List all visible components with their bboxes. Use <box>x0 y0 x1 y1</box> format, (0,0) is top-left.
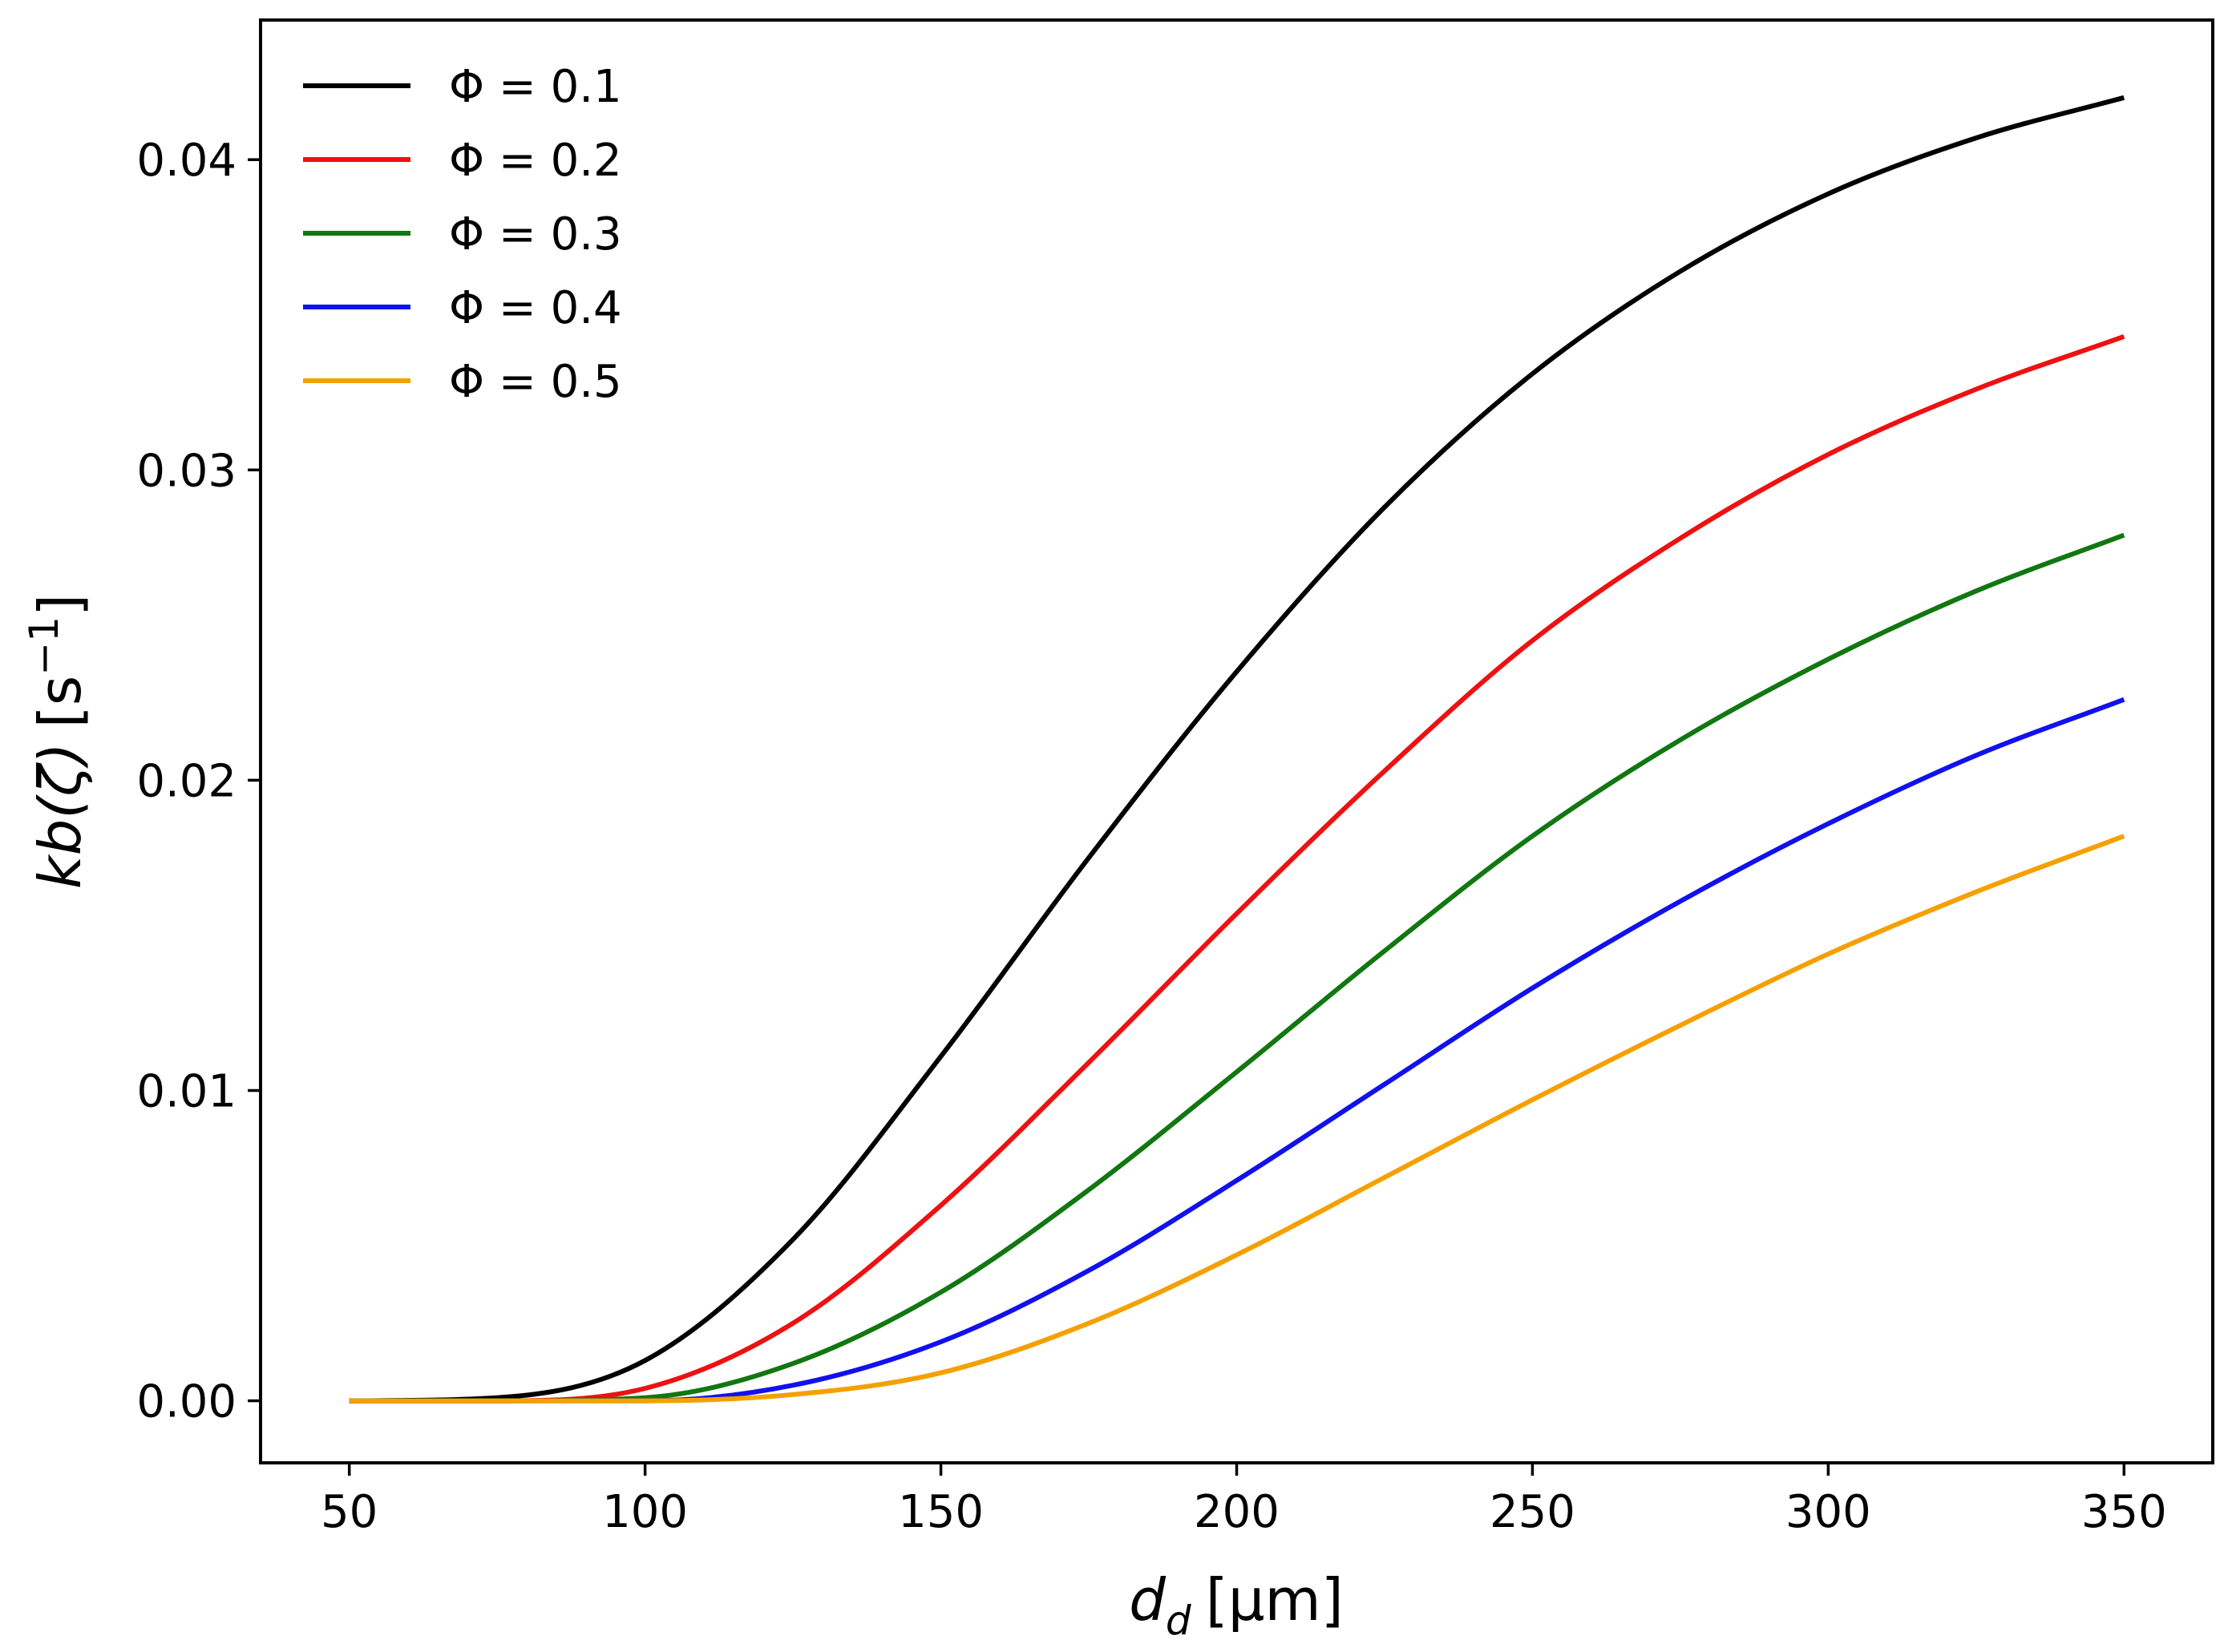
y-tick-label: 0.03 <box>136 445 237 497</box>
y-tick-label: 0.00 <box>136 1376 237 1428</box>
y-axis-title: kb(ζ)[s−1] <box>21 594 94 889</box>
x-tick-label: 350 <box>2081 1486 2167 1538</box>
legend-label-5: Φ = 0.5 <box>449 356 622 408</box>
series-line-2 <box>349 333 2125 1404</box>
x-tick-label: 200 <box>1194 1486 1280 1538</box>
x-tick-label: 50 <box>321 1486 378 1538</box>
legend-label-4: Φ = 0.4 <box>449 282 622 334</box>
y-tick-label: 0.01 <box>136 1065 237 1117</box>
series-layer <box>349 95 2125 1404</box>
legend-label-1: Φ = 0.1 <box>449 61 622 113</box>
x-tick-label: 250 <box>1490 1486 1575 1538</box>
x-axis: 50 100 150 200 250 300 350 <box>321 1463 2167 1538</box>
legend-label-2: Φ = 0.2 <box>449 135 622 187</box>
y-axis: 0.00 0.01 0.02 0.03 0.04 <box>136 135 261 1428</box>
legend: Φ = 0.1 Φ = 0.2 Φ = 0.3 Φ = 0.4 Φ = 0.5 <box>303 61 622 408</box>
y-tick-label: 0.04 <box>136 135 237 187</box>
x-tick-label: 100 <box>602 1486 688 1538</box>
series-line-3 <box>349 532 2125 1404</box>
y-tick-label: 0.02 <box>136 755 237 807</box>
x-axis-title: dd [μm] <box>1129 1566 1344 1644</box>
legend-label-3: Φ = 0.3 <box>449 208 622 261</box>
x-tick-label: 300 <box>1785 1486 1871 1538</box>
series-line-5 <box>349 834 2125 1404</box>
series-line-1 <box>349 95 2125 1404</box>
x-tick-label: 150 <box>898 1486 984 1538</box>
